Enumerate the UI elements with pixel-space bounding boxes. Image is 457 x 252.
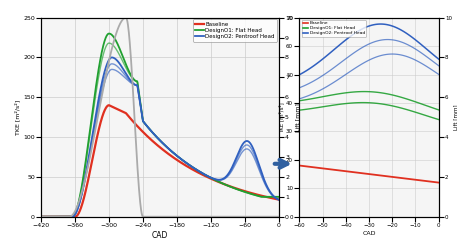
Baseline [38, 215, 44, 218]
Baseline [276, 198, 282, 201]
DesignO1: Flat Head: (0, 25): Flat Head: (0, 25) [276, 195, 282, 198]
Baseline [219, 182, 224, 185]
Line: DesignO2: Pentroof Head: DesignO2: Pentroof Head [41, 57, 279, 217]
X-axis label: CAD: CAD [362, 231, 376, 236]
Baseline [106, 104, 112, 107]
Baseline [177, 160, 182, 163]
DesignO1: Flat Head: (-101, 42.3): Flat Head: (-101, 42.3) [219, 181, 224, 184]
DesignO2: Pentroof Head: (-176, 74): Pentroof Head: (-176, 74) [177, 156, 182, 159]
Y-axis label: Lift [mm]: Lift [mm] [296, 103, 301, 132]
DesignO2: Pentroof Head: (0, 21.5): Pentroof Head: (0, 21.5) [276, 198, 282, 201]
DesignO1: Flat Head: (-165, 68.1): Flat Head: (-165, 68.1) [183, 161, 188, 164]
Baseline [183, 164, 188, 167]
DesignO2: Pentroof Head: (-420, 0): Pentroof Head: (-420, 0) [38, 215, 44, 218]
DesignO1: Flat Head: (-394, 0): Flat Head: (-394, 0) [53, 215, 58, 218]
Y-axis label: TKE [m²/s²]: TKE [m²/s²] [15, 100, 21, 135]
DesignO2: Pentroof Head: (-152, 62): Pentroof Head: (-152, 62) [190, 166, 196, 169]
DesignO1: Flat Head: (-152, 62): Flat Head: (-152, 62) [190, 166, 196, 169]
DesignO2: Pentroof Head: (-165, 68.1): Pentroof Head: (-165, 68.1) [183, 161, 188, 164]
DesignO2: Pentroof Head: (-295, 200): Pentroof Head: (-295, 200) [109, 56, 115, 59]
Baseline [243, 190, 249, 193]
Line: DesignO1: Flat Head: DesignO1: Flat Head [41, 34, 279, 217]
DesignO2: Pentroof Head: (-394, 0): Pentroof Head: (-394, 0) [53, 215, 58, 218]
DesignO1: Flat Head: (-300, 230): Flat Head: (-300, 230) [106, 32, 112, 35]
DesignO2: Pentroof Head: (-57.8, 95): Pentroof Head: (-57.8, 95) [243, 140, 249, 143]
X-axis label: CAD: CAD [152, 231, 168, 240]
Legend: Baseline, DesignO1: Flat Head, DesignO2: Pentroof Head: Baseline, DesignO1: Flat Head, DesignO2:… [302, 20, 366, 37]
Baseline [53, 215, 58, 218]
Line: Baseline: Baseline [41, 105, 279, 217]
Legend: Baseline, DesignO1: Flat Head, DesignO2: Pentroof Head: Baseline, DesignO1: Flat Head, DesignO2:… [193, 19, 277, 42]
DesignO2: Pentroof Head: (-101, 46.9): Pentroof Head: (-101, 46.9) [219, 178, 224, 181]
Y-axis label: TKE [m²/s²]: TKE [m²/s²] [279, 102, 285, 133]
DesignO1: Flat Head: (-57.8, 30.6): Flat Head: (-57.8, 30.6) [243, 191, 249, 194]
DesignO1: Flat Head: (-176, 74): Flat Head: (-176, 74) [177, 156, 182, 159]
Y-axis label: Lift [mm]: Lift [mm] [453, 104, 457, 130]
Baseline [190, 168, 196, 171]
DesignO1: Flat Head: (-420, 0): Flat Head: (-420, 0) [38, 215, 44, 218]
